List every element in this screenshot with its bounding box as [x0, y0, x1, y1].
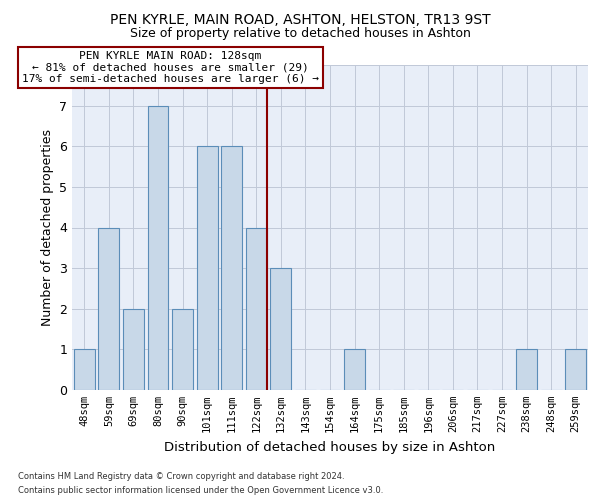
- Text: PEN KYRLE MAIN ROAD: 128sqm
← 81% of detached houses are smaller (29)
17% of sem: PEN KYRLE MAIN ROAD: 128sqm ← 81% of det…: [22, 51, 319, 84]
- Bar: [344, 350, 365, 390]
- Text: PEN KYRLE, MAIN ROAD, ASHTON, HELSTON, TR13 9ST: PEN KYRLE, MAIN ROAD, ASHTON, HELSTON, T…: [110, 12, 490, 26]
- Bar: [148, 106, 169, 390]
- Text: Contains HM Land Registry data © Crown copyright and database right 2024.: Contains HM Land Registry data © Crown c…: [18, 472, 344, 481]
- Y-axis label: Number of detached properties: Number of detached properties: [41, 129, 53, 326]
- Bar: [123, 308, 144, 390]
- Bar: [197, 146, 218, 390]
- Bar: [565, 350, 586, 390]
- Bar: [516, 350, 537, 390]
- Bar: [172, 308, 193, 390]
- Bar: [246, 228, 267, 390]
- Bar: [74, 350, 95, 390]
- Text: Contains public sector information licensed under the Open Government Licence v3: Contains public sector information licen…: [18, 486, 383, 495]
- Bar: [98, 228, 119, 390]
- X-axis label: Distribution of detached houses by size in Ashton: Distribution of detached houses by size …: [164, 440, 496, 454]
- Bar: [221, 146, 242, 390]
- Text: Size of property relative to detached houses in Ashton: Size of property relative to detached ho…: [130, 28, 470, 40]
- Bar: [271, 268, 292, 390]
